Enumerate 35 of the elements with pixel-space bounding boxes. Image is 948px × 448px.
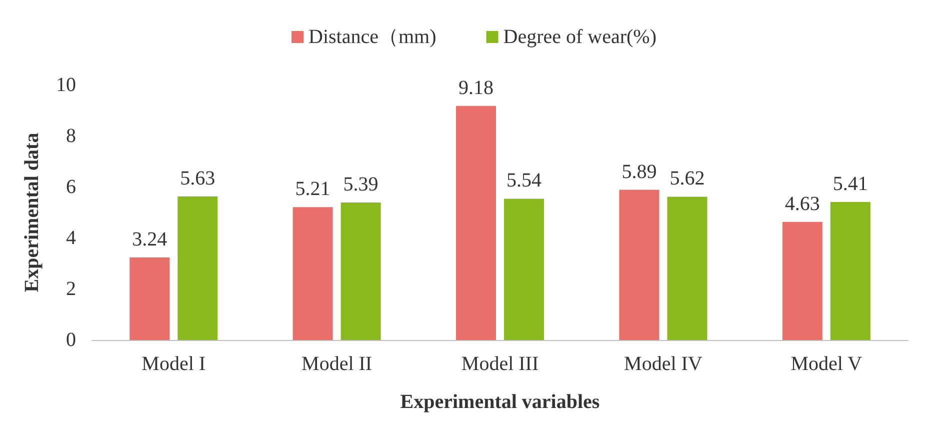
data-label: 5.41 <box>832 173 868 196</box>
data-label: 3.24 <box>132 228 168 250</box>
bar <box>667 196 708 340</box>
y-tick-label: 0 <box>66 329 76 351</box>
bar <box>178 196 218 340</box>
data-label: 9.18 <box>458 76 494 99</box>
bar <box>782 222 822 340</box>
data-label: 5.63 <box>180 167 216 190</box>
data-label: 5.39 <box>343 174 378 196</box>
x-axis-title: Experimental variables <box>400 391 600 413</box>
legend-label: Distance（mm) <box>308 26 436 48</box>
x-tick-label: Model I <box>142 353 206 375</box>
bar <box>456 106 496 340</box>
data-label: 5.21 <box>295 178 330 200</box>
data-label: 5.54 <box>506 170 542 192</box>
x-tick-label: Model V <box>790 353 863 375</box>
y-tick-label: 8 <box>66 125 76 147</box>
data-label: 4.63 <box>784 192 820 215</box>
y-tick-label: 2 <box>66 278 76 300</box>
bar <box>504 198 544 340</box>
bar <box>340 202 381 340</box>
legend-label: Degree of wear(%) <box>503 26 656 48</box>
y-axis-title: Experimental data <box>21 132 43 292</box>
x-tick-label: Model II <box>302 353 372 375</box>
bar <box>130 257 170 340</box>
bar <box>830 202 870 340</box>
x-tick-label: Model III <box>461 353 539 375</box>
y-tick-label: 10 <box>56 74 76 96</box>
y-tick-label: 6 <box>66 176 76 198</box>
bar <box>292 207 333 340</box>
data-label: 5.89 <box>622 160 657 183</box>
bar <box>619 190 660 340</box>
x-tick-label: Model IV <box>624 353 703 375</box>
y-tick-label: 4 <box>66 227 76 249</box>
data-label: 5.62 <box>670 168 705 190</box>
